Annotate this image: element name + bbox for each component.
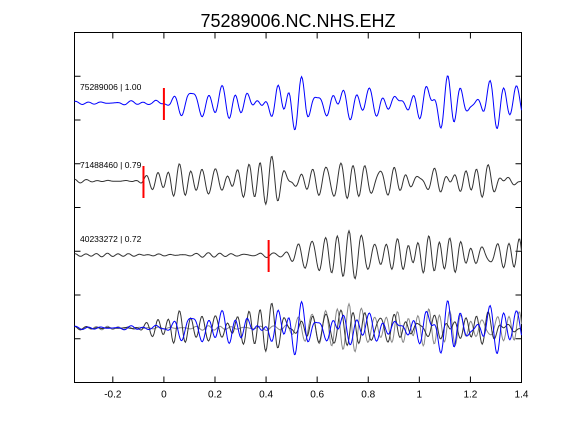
trace-waveform: [74, 75, 522, 131]
x-axis: -0.2 0 0.2 0.4 0.6 0.8 1 1.2 1.4: [104, 32, 529, 401]
overlay-traces: [74, 300, 522, 356]
trace-waveform: [74, 155, 522, 206]
y-axis: [74, 75, 522, 340]
trace-label: 71488460 | 0.79: [80, 160, 142, 170]
trace-waveform: [74, 229, 522, 280]
x-tick-label: 0.6: [310, 390, 324, 401]
trace-label: 40233272 | 0.72: [80, 234, 142, 244]
trace-group: 75289006 | 1.00 71488460 | 0.79 40233272 |…: [74, 75, 522, 280]
x-tick-label: 1: [417, 390, 423, 401]
x-tick-label: 1.4: [515, 390, 529, 401]
x-tick-label: 0.4: [259, 390, 273, 401]
overlay-waveform: [74, 300, 522, 356]
x-tick-label: 0.2: [208, 390, 222, 401]
x-tick-label: 0: [161, 390, 167, 401]
chart-title: 75289006.NC.NHS.EHZ: [200, 11, 395, 31]
x-tick-label: 0.8: [361, 390, 375, 401]
x-tick-label: 1.2: [463, 390, 477, 401]
x-tick-label: -0.2: [104, 390, 122, 401]
trace-label: 75289006 | 1.00: [80, 82, 142, 92]
